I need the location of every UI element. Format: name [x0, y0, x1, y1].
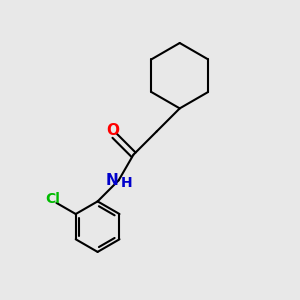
Text: N: N [106, 173, 118, 188]
Text: H: H [121, 176, 133, 190]
Text: O: O [106, 123, 120, 138]
Text: Cl: Cl [45, 192, 60, 206]
